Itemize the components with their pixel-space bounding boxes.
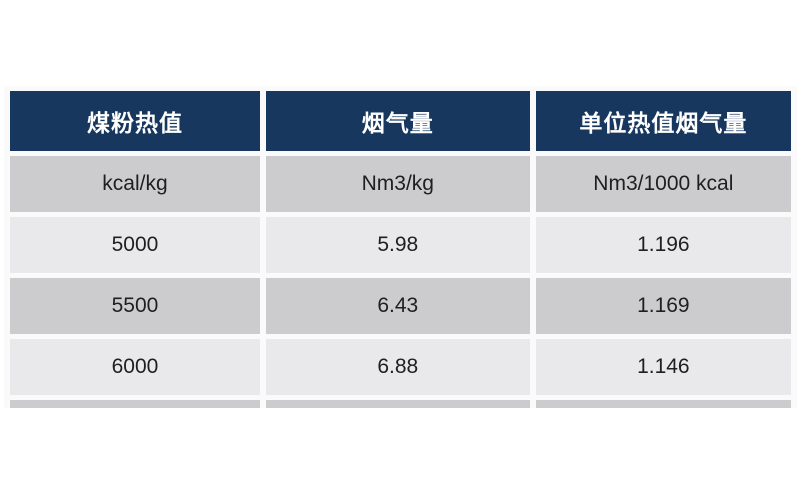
unit-cell-nm3-per-kg: Nm3/kg [265,156,530,212]
header-cell-coal-heating-value: 煤粉热值 [10,91,260,151]
cell-flue-gas-per-heat: 1.196 [535,217,791,273]
table-header-row: 煤粉热值 烟气量 单位热值烟气量 [10,91,791,151]
cell-flue-gas-per-heat: 1.169 [535,278,791,334]
cell-heating-value: 5000 [10,217,260,273]
table-units-row: kcal/kg Nm3/kg Nm3/1000 kcal [10,156,791,212]
cell-flue-gas: 6.88 [265,339,530,395]
unit-cell-nm3-per-1000kcal: Nm3/1000 kcal [535,156,791,212]
cell-flue-gas: 6.43 [265,278,530,334]
coal-flue-gas-table: 煤粉热值 烟气量 单位热值烟气量 kcal/kg Nm3/kg Nm3/1000… [4,86,797,408]
cell-clipped [265,400,530,408]
cell-heating-value: 6000 [10,339,260,395]
flue-gas-data-table: 煤粉热值 烟气量 单位热值烟气量 kcal/kg Nm3/kg Nm3/1000… [4,86,797,408]
cell-flue-gas: 5.98 [265,217,530,273]
header-cell-flue-gas-per-unit-heat: 单位热值烟气量 [535,91,791,151]
cell-clipped [535,400,791,408]
cell-clipped [10,400,260,408]
header-cell-flue-gas-volume: 烟气量 [265,91,530,151]
table-row-clipped [10,400,791,408]
cell-heating-value: 5500 [10,278,260,334]
table-row-5500: 5500 6.43 1.169 [10,278,791,334]
table-row-6000: 6000 6.88 1.146 [10,339,791,395]
table-row-5000: 5000 5.98 1.196 [10,217,791,273]
unit-cell-kcal-per-kg: kcal/kg [10,156,260,212]
cell-flue-gas-per-heat: 1.146 [535,339,791,395]
